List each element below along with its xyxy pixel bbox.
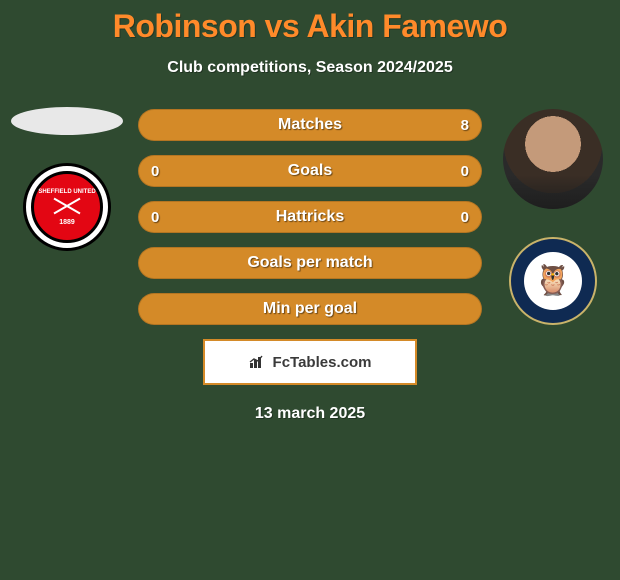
sufc-swords-icon	[50, 197, 84, 215]
left-club-badge: SHEFFIELD UNITED 1889	[23, 163, 111, 251]
owl-icon: 🦉	[534, 266, 571, 296]
stat-label: Goals per match	[247, 254, 372, 272]
stat-label: Matches	[278, 116, 342, 134]
right-player-column: 🦉	[492, 109, 614, 325]
comparison-date: 13 march 2025	[0, 405, 620, 423]
chart-icon	[249, 355, 267, 369]
stat-bar: Matches 8	[138, 109, 482, 141]
stat-right-value: 0	[461, 209, 469, 226]
stat-right-value: 8	[461, 117, 469, 134]
sufc-badge-text-top: SHEFFIELD UNITED	[38, 189, 95, 195]
right-club-badge: 🦉	[509, 237, 597, 325]
stat-left-value: 0	[151, 163, 159, 180]
left-player-column: SHEFFIELD UNITED 1889	[6, 109, 128, 251]
footer-brand-text: FcTables.com	[273, 354, 372, 371]
stat-bar: Min per goal	[138, 293, 482, 325]
footer-brand-box: FcTables.com	[203, 339, 417, 385]
right-player-photo	[503, 109, 603, 209]
stat-label: Goals	[288, 162, 332, 180]
page-title: Robinson vs Akin Famewo	[0, 0, 620, 45]
stat-right-value: 0	[461, 163, 469, 180]
stat-bar: Goals per match	[138, 247, 482, 279]
stat-left-value: 0	[151, 209, 159, 226]
page-subtitle: Club competitions, Season 2024/2025	[0, 59, 620, 77]
left-player-placeholder	[11, 107, 123, 135]
comparison-page: Robinson vs Akin Famewo Club competition…	[0, 0, 620, 580]
stat-bar: 0 Goals 0	[138, 155, 482, 187]
stat-label: Min per goal	[263, 300, 357, 318]
sufc-badge-year: 1889	[59, 219, 75, 226]
swfc-badge-inner: 🦉	[524, 252, 582, 310]
stat-bar: 0 Hattricks 0	[138, 201, 482, 233]
sufc-badge-inner: SHEFFIELD UNITED 1889	[31, 171, 103, 243]
stat-label: Hattricks	[276, 208, 344, 226]
stat-bars: Matches 8 0 Goals 0 0 Hattricks 0 Goals per matc…	[138, 109, 482, 339]
